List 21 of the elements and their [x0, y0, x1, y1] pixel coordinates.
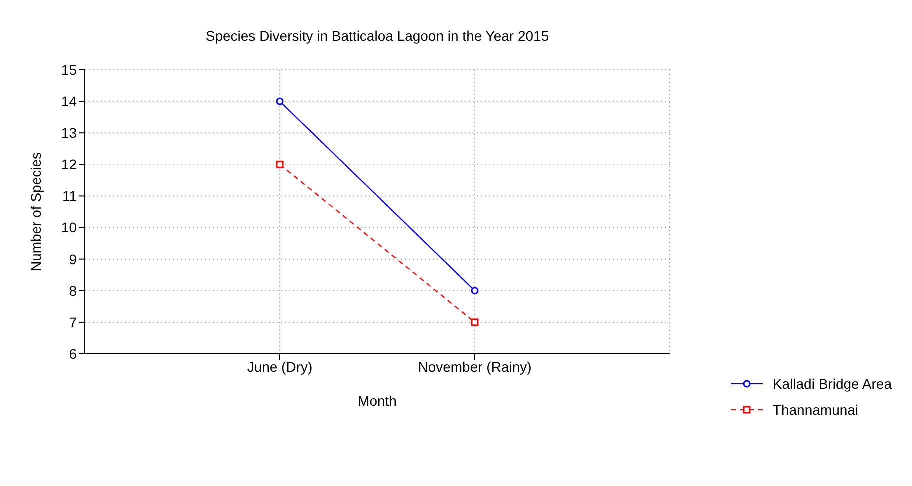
x-tick-label: June (Dry)	[247, 358, 313, 375]
point	[276, 160, 284, 168]
point	[276, 98, 284, 106]
y-tick-label: 14	[61, 94, 78, 110]
y-axis-title: Number of Species	[28, 152, 44, 272]
x-axis-title: Month	[358, 393, 397, 409]
legend-label: Kalladi Bridge Area	[772, 376, 892, 392]
point	[471, 318, 479, 326]
y-tick-label: 12	[61, 156, 78, 173]
y-tick-label: 9	[69, 251, 78, 268]
legend-label: Thannamunai	[772, 402, 859, 418]
y-tick-label: 10	[61, 220, 78, 236]
x-tick-label: November (Rainy)	[418, 358, 532, 375]
y-tick-label: 15	[61, 62, 78, 78]
y-tick-label: 13	[61, 125, 78, 142]
y-tick-label: 8	[69, 282, 78, 299]
chart-title: Species Diversity in Batticaloa Lagoon in the Year 2015	[204, 28, 550, 44]
point	[471, 287, 479, 295]
y-tick-label: 11	[62, 188, 78, 204]
y-tick-label: 7	[69, 314, 78, 330]
y-tick-label: 6	[69, 346, 78, 362]
